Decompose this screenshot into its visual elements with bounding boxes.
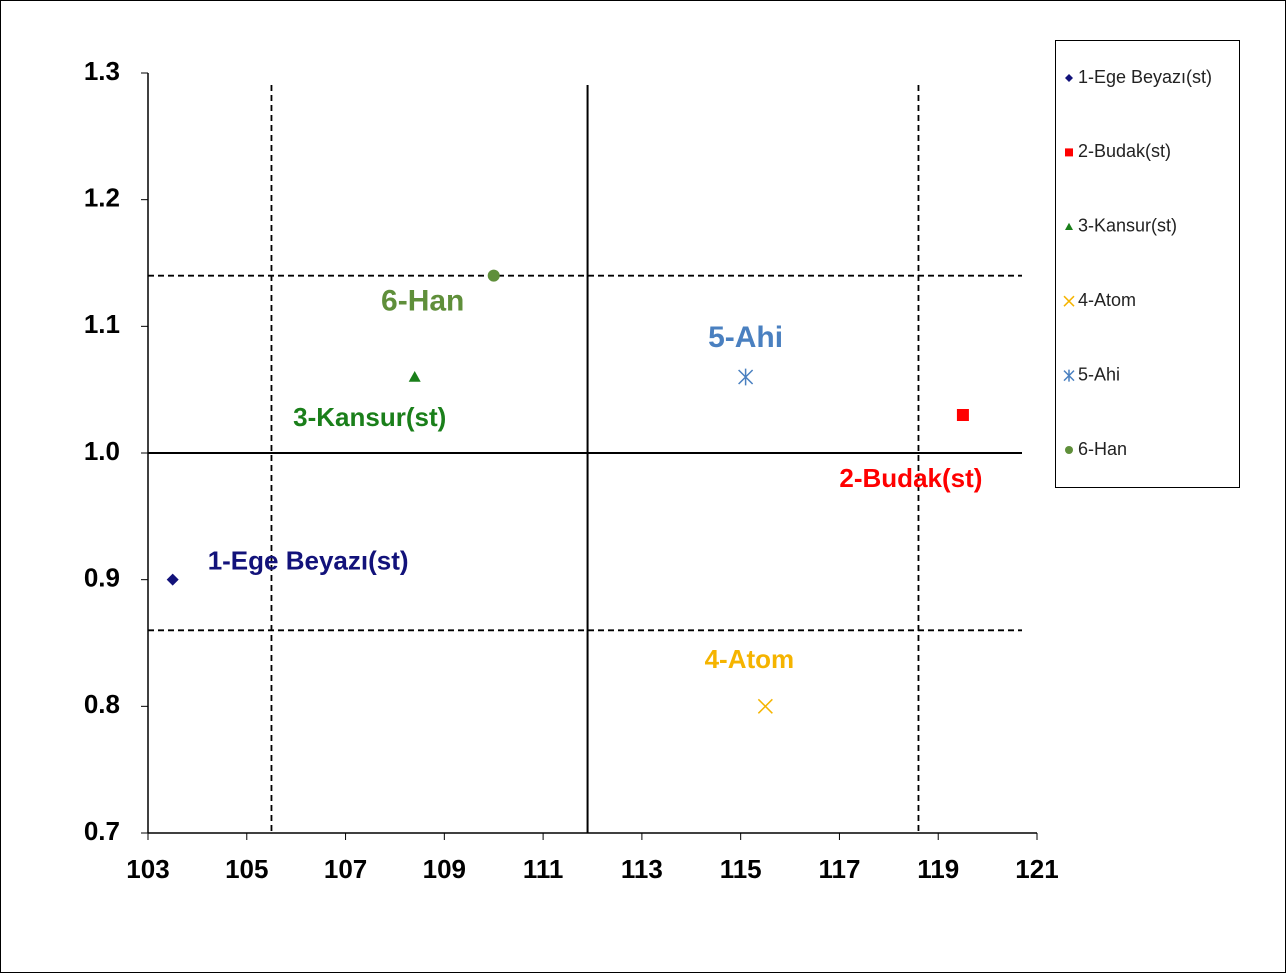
- y-tick-label: 1.2: [84, 183, 120, 213]
- marker: [956, 409, 969, 421]
- legend-marker: [1065, 446, 1073, 454]
- marker: [757, 698, 773, 714]
- y-tick-label: 1.3: [84, 56, 120, 86]
- legend-label: 6-Han: [1078, 439, 1127, 459]
- x-tick-label: 103: [126, 854, 169, 884]
- legend-marker: [1063, 369, 1075, 382]
- legend-marker: [1065, 74, 1073, 82]
- legend-label: 3-Kansur(st): [1078, 216, 1177, 236]
- legend-marker: [1065, 148, 1073, 157]
- point-label: 1-Ege Beyazı(st): [208, 546, 409, 576]
- x-tick-label: 105: [225, 854, 268, 884]
- y-tick-label: 1.0: [84, 436, 120, 466]
- x-tick-label: 109: [423, 854, 466, 884]
- legend-label: 4-Atom: [1078, 290, 1136, 310]
- marker: [738, 368, 754, 386]
- legend-box: [1055, 40, 1240, 488]
- legend-label: 5-Ahi: [1078, 364, 1120, 384]
- legend-label: 2-Budak(st): [1078, 141, 1171, 161]
- point-label: 4-Atom: [705, 644, 795, 674]
- y-tick-label: 1.1: [84, 309, 120, 339]
- x-tick-label: 117: [818, 854, 860, 884]
- legend-label: 1-Ege Beyazı(st): [1078, 67, 1212, 87]
- legend-marker: [1063, 295, 1075, 307]
- point-label: 6-Han: [381, 285, 464, 318]
- point-label: 2-Budak(st): [839, 463, 982, 493]
- y-tick-label: 0.7: [84, 816, 120, 846]
- marker: [487, 269, 500, 282]
- marker: [408, 371, 421, 382]
- x-tick-label: 107: [324, 854, 367, 884]
- y-tick-label: 0.9: [84, 563, 120, 593]
- y-tick-label: 0.8: [84, 689, 120, 719]
- x-tick-label: 111: [523, 854, 564, 884]
- point-label: 3-Kansur(st): [293, 402, 446, 432]
- x-tick-label: 119: [917, 854, 959, 884]
- x-tick-label: 115: [720, 854, 762, 884]
- x-tick-label: 113: [621, 854, 663, 884]
- x-tick-label: 121: [1015, 854, 1058, 884]
- legend-marker: [1065, 222, 1073, 230]
- marker: [166, 573, 179, 586]
- point-label: 5-Ahi: [708, 321, 783, 354]
